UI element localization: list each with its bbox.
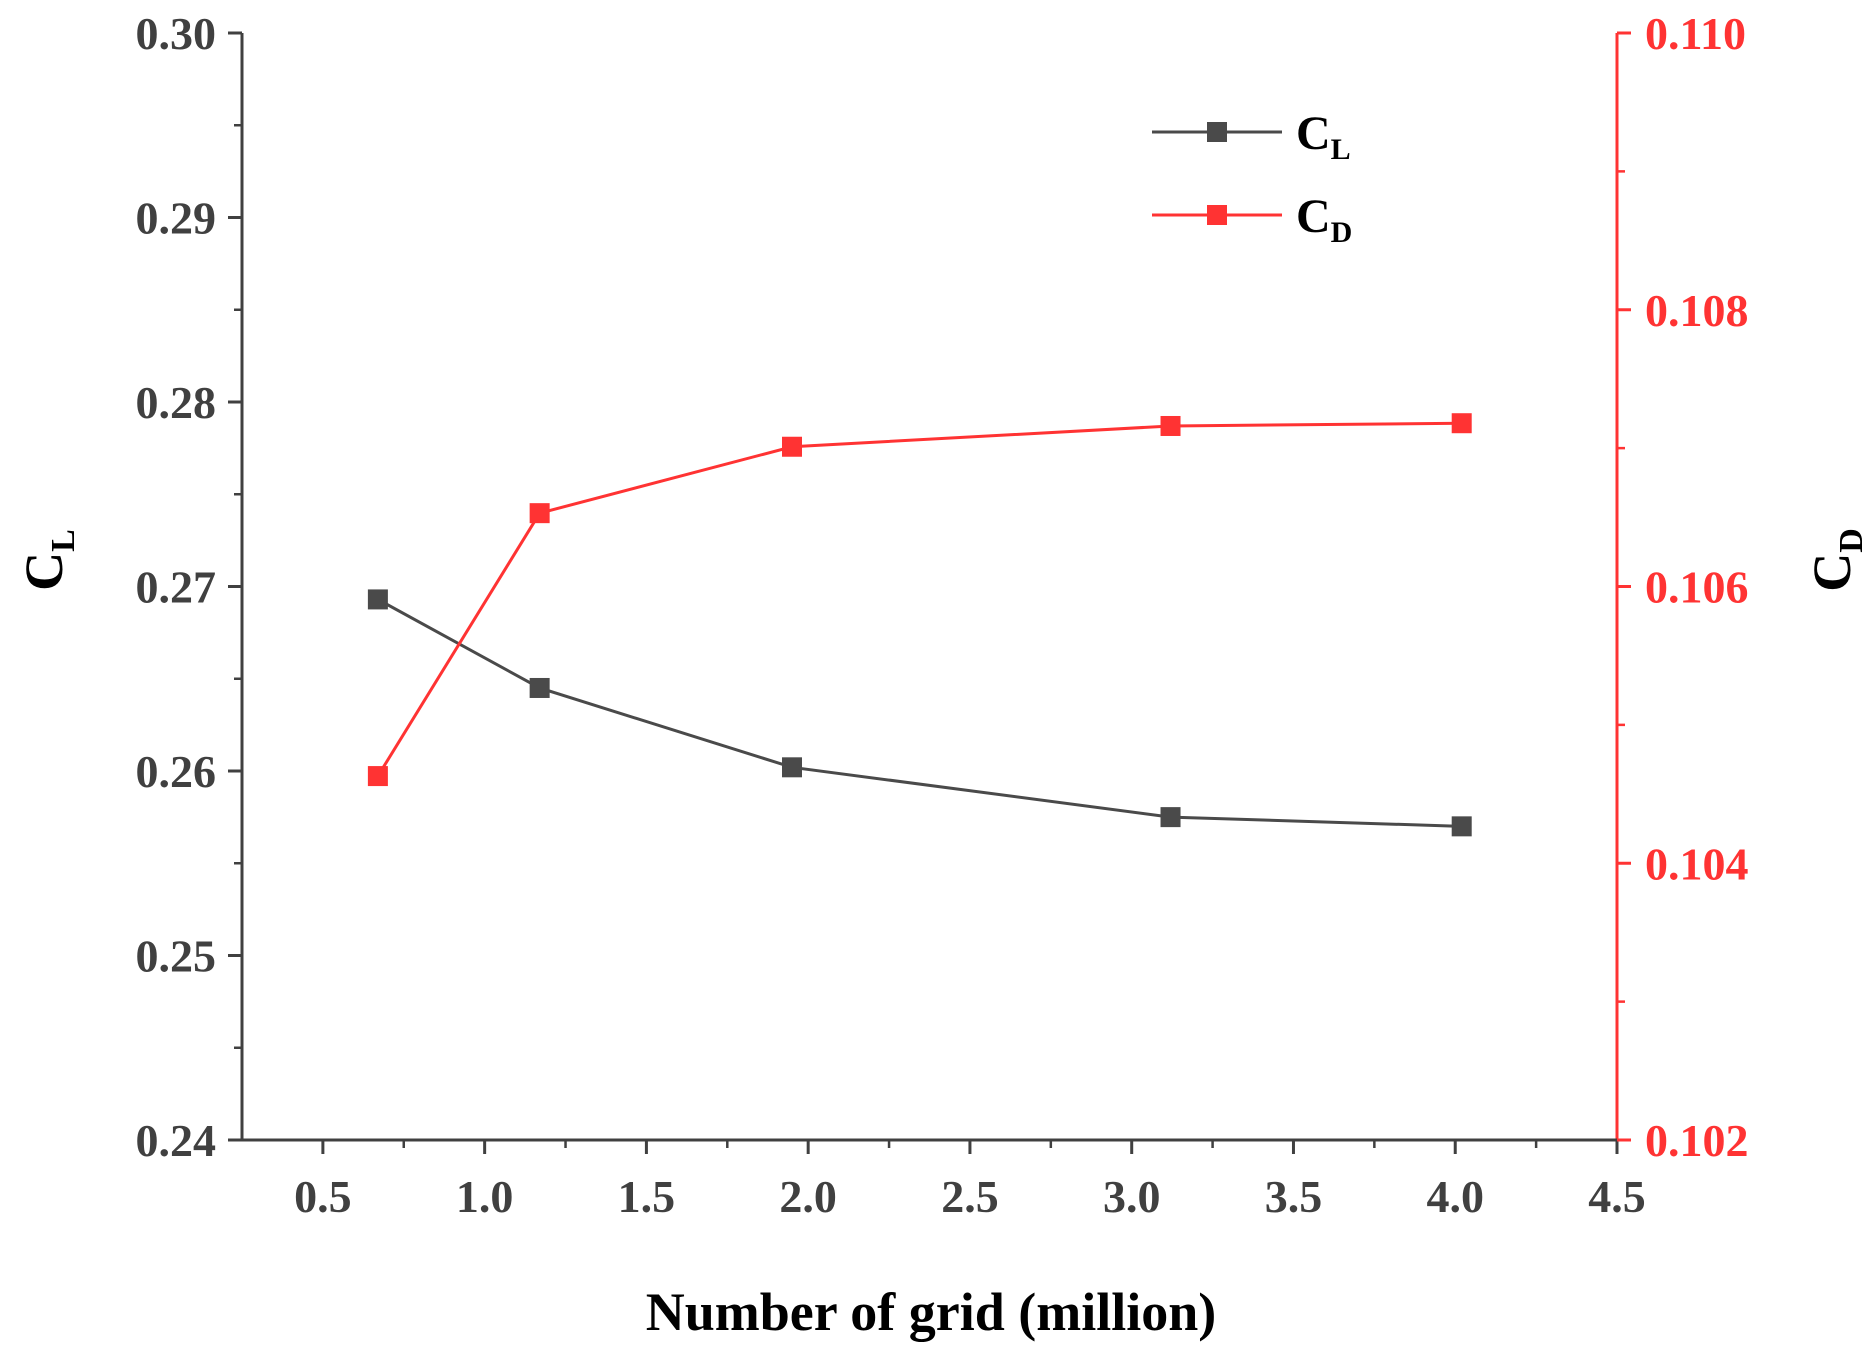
x-tick-label: 1.0: [456, 1171, 514, 1222]
legend: CL CD: [1152, 107, 1352, 249]
series-line-cd: [376, 421, 1462, 777]
data-point-cd: [782, 436, 802, 457]
y-left-tick-label: 0.28: [136, 377, 217, 428]
y-left-tick-label: 0.27: [136, 562, 217, 613]
y-left-tick-label: 0.30: [136, 8, 217, 59]
y-right-tick-label: 0.108: [1645, 285, 1749, 336]
x-tick-label: 0.5: [294, 1171, 352, 1222]
series-layer: [367, 413, 1472, 837]
series-line-cl: [377, 598, 1462, 828]
x-tick-label: 3.0: [1103, 1171, 1161, 1222]
data-point-cl: [1451, 816, 1472, 837]
legend-label-cd: CD: [1296, 190, 1352, 249]
legend-marker-cl: [1207, 122, 1227, 142]
data-point-cd: [529, 503, 550, 524]
y-left-tick-label: 0.29: [136, 193, 217, 244]
x-tick-label: 4.5: [1588, 1171, 1646, 1222]
legend-item-cl: CL: [1152, 107, 1351, 166]
legend-item-cd: CD: [1152, 190, 1352, 249]
data-point-cl: [782, 757, 802, 778]
y-right-tick-label: 0.102: [1645, 1115, 1749, 1166]
x-tick-label: 4.0: [1426, 1171, 1484, 1222]
y-right-tick-label: 0.104: [1645, 838, 1749, 889]
data-point-cd: [1451, 413, 1472, 434]
y-left-tick-label: 0.26: [136, 746, 217, 797]
data-point-cl: [1160, 807, 1181, 828]
data-point-cd: [1160, 415, 1181, 436]
legend-label-cl: CL: [1296, 107, 1351, 166]
y-axis-right-title: CD: [1802, 528, 1870, 592]
data-point-cl: [529, 677, 550, 698]
axes-layer: 0.5 1.0 1.5 2.0 2.5 3.0 3.5 4.0 4.5 0.24 0.25 0.26 0…: [136, 8, 1749, 1222]
legend-marker-cd: [1207, 205, 1227, 225]
y-right-tick-label: 0.110: [1645, 8, 1746, 59]
data-point-cl: [367, 589, 388, 610]
data-point-cd: [367, 766, 388, 787]
y-right-tick-label: 0.106: [1645, 562, 1749, 613]
y-axis-left-title: CL: [14, 529, 82, 591]
y-left-tick-label: 0.24: [136, 1115, 217, 1166]
x-tick-label: 2.0: [779, 1171, 837, 1222]
x-tick-label: 1.5: [618, 1171, 676, 1222]
x-tick-label: 2.5: [941, 1171, 999, 1222]
y-left-tick-label: 0.25: [136, 931, 217, 982]
x-tick-label: 3.5: [1265, 1171, 1323, 1222]
x-axis-title: Number of grid (million): [646, 1282, 1216, 1342]
